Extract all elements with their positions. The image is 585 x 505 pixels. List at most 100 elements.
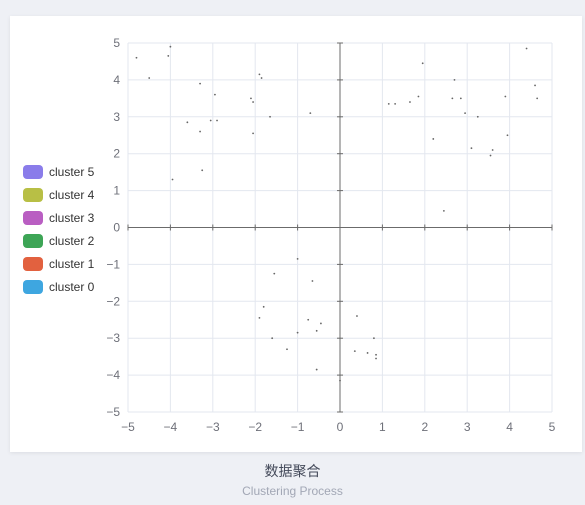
data-point bbox=[307, 318, 310, 321]
legend: cluster 5 cluster 4 cluster 3 cluster 2 … bbox=[23, 160, 94, 298]
legend-swatch bbox=[23, 210, 43, 225]
y-tick-label: 4 bbox=[113, 73, 120, 87]
data-point bbox=[271, 337, 274, 340]
data-point bbox=[296, 331, 299, 334]
data-point bbox=[169, 45, 172, 48]
data-point bbox=[250, 97, 252, 100]
legend-swatch bbox=[23, 164, 43, 179]
data-point bbox=[296, 257, 299, 260]
caption-title: 数据聚合 bbox=[264, 464, 321, 480]
data-point bbox=[311, 280, 314, 282]
legend-swatch bbox=[23, 187, 43, 202]
data-point bbox=[339, 379, 341, 382]
y-tick-label: −5 bbox=[106, 405, 120, 419]
legend-label: cluster 2 bbox=[49, 233, 95, 248]
tick-labels: −5 −4 −3 −2 −1 0 1 2 3 4 5 −5 −4 −3 −2 −1 0 1 2 3 4 5 bbox=[106, 36, 555, 434]
data-point bbox=[216, 119, 218, 122]
data-point bbox=[394, 102, 397, 105]
caption-subtitle: Clustering Process bbox=[242, 484, 343, 498]
data-point bbox=[167, 55, 170, 57]
x-tick-label: −5 bbox=[121, 420, 135, 434]
data-point bbox=[320, 322, 322, 325]
data-point bbox=[214, 93, 216, 96]
data-point bbox=[252, 132, 254, 135]
data-point bbox=[409, 101, 411, 103]
data-point bbox=[366, 352, 369, 354]
data-point bbox=[470, 147, 473, 150]
data-point bbox=[258, 73, 261, 76]
data-point bbox=[504, 95, 507, 98]
legend-label: cluster 3 bbox=[49, 210, 95, 225]
x-tick-label: −4 bbox=[164, 420, 178, 434]
y-tick-label: −3 bbox=[106, 331, 120, 345]
data-point bbox=[269, 115, 271, 118]
data-point bbox=[199, 130, 201, 133]
data-point bbox=[315, 368, 318, 371]
x-tick-label: 5 bbox=[549, 420, 556, 434]
data-point bbox=[459, 97, 462, 100]
legend-label: cluster 0 bbox=[49, 279, 95, 294]
data-point bbox=[417, 95, 420, 98]
legend-label: cluster 4 bbox=[49, 187, 95, 202]
data-point bbox=[442, 209, 445, 212]
x-tick-label: 0 bbox=[337, 420, 344, 434]
data-points bbox=[135, 45, 539, 382]
data-point bbox=[421, 62, 424, 65]
data-point bbox=[387, 102, 390, 105]
legend-label: cluster 5 bbox=[49, 164, 95, 179]
data-point bbox=[451, 97, 454, 100]
y-tick-label: −1 bbox=[106, 257, 120, 271]
data-point bbox=[489, 154, 492, 157]
legend-item-cluster-2[interactable]: cluster 2 bbox=[23, 229, 94, 252]
data-point bbox=[135, 56, 138, 59]
data-point bbox=[534, 84, 536, 87]
data-point bbox=[309, 112, 312, 115]
y-tick-label: 5 bbox=[113, 36, 120, 50]
data-point bbox=[453, 79, 456, 81]
x-tick-label: −2 bbox=[248, 420, 262, 434]
data-point bbox=[315, 329, 318, 332]
data-point bbox=[258, 317, 261, 319]
data-point bbox=[536, 97, 539, 100]
legend-item-cluster-4[interactable]: cluster 4 bbox=[23, 183, 94, 206]
data-point bbox=[171, 178, 174, 181]
legend-item-cluster-1[interactable]: cluster 1 bbox=[23, 252, 94, 275]
data-point bbox=[464, 112, 466, 115]
axes bbox=[127, 42, 553, 413]
legend-item-cluster-3[interactable]: cluster 3 bbox=[23, 206, 94, 229]
data-point bbox=[375, 353, 377, 356]
data-point bbox=[252, 101, 254, 103]
data-point bbox=[356, 315, 358, 317]
data-point bbox=[199, 82, 201, 85]
x-tick-label: −3 bbox=[206, 420, 220, 434]
data-point bbox=[375, 357, 377, 360]
data-point bbox=[286, 348, 288, 351]
data-point bbox=[506, 134, 509, 137]
data-point bbox=[186, 121, 189, 124]
data-point bbox=[201, 169, 204, 172]
chart-card bbox=[10, 16, 582, 452]
data-point bbox=[373, 337, 375, 340]
data-point bbox=[525, 47, 528, 50]
legend-swatch bbox=[23, 233, 43, 248]
x-tick-label: 1 bbox=[379, 420, 386, 434]
x-tick-label: 4 bbox=[506, 420, 513, 434]
legend-item-cluster-0[interactable]: cluster 0 bbox=[23, 275, 94, 298]
data-point bbox=[476, 115, 479, 118]
y-tick-label: 0 bbox=[113, 221, 120, 235]
data-point bbox=[491, 149, 494, 151]
data-point bbox=[209, 119, 212, 122]
x-tick-label: −1 bbox=[291, 420, 305, 434]
x-tick-label: 3 bbox=[464, 420, 471, 434]
data-point bbox=[262, 305, 265, 308]
y-tick-label: −4 bbox=[106, 368, 120, 382]
legend-label: cluster 1 bbox=[49, 256, 95, 271]
y-tick-label: 3 bbox=[113, 110, 120, 124]
legend-item-cluster-5[interactable]: cluster 5 bbox=[23, 160, 94, 183]
data-point bbox=[273, 272, 276, 275]
y-tick-label: 1 bbox=[113, 184, 120, 198]
data-point bbox=[432, 138, 435, 140]
data-point bbox=[353, 350, 356, 353]
y-tick-label: −2 bbox=[106, 294, 120, 308]
